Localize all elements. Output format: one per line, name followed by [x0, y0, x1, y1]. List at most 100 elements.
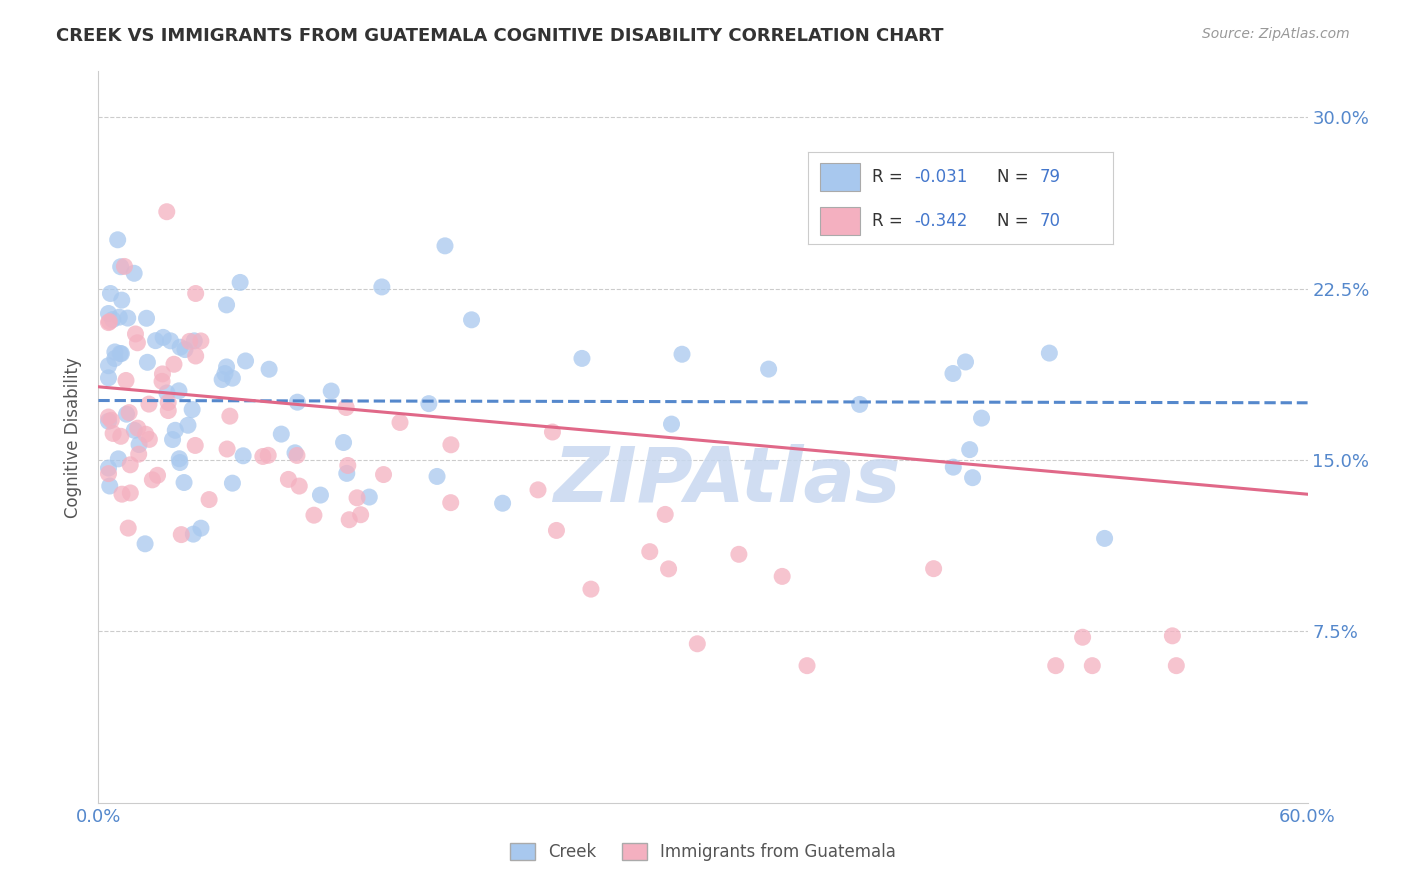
Point — [120, 458, 142, 472]
Point — [440, 438, 463, 452]
Point — [302, 508, 325, 523]
Point — [1038, 346, 1060, 360]
Point — [163, 357, 186, 371]
Point — [128, 447, 150, 461]
Point — [335, 401, 357, 415]
Point — [100, 286, 122, 301]
Point — [770, 569, 793, 583]
Point — [98, 314, 121, 328]
Point — [111, 293, 134, 307]
Point — [169, 340, 191, 354]
Point — [284, 446, 307, 460]
Point — [135, 427, 157, 442]
Point — [152, 367, 174, 381]
Point — [337, 513, 360, 527]
Point — [108, 310, 131, 325]
Point — [162, 433, 184, 447]
Point — [107, 451, 129, 466]
Point — [658, 562, 681, 576]
Point — [152, 330, 174, 344]
Point — [346, 491, 368, 505]
Point — [179, 334, 201, 349]
Point — [922, 562, 945, 576]
Point — [165, 423, 187, 437]
Text: ZIPAtlas: ZIPAtlas — [554, 444, 901, 518]
Point — [942, 460, 965, 475]
Point — [309, 488, 332, 502]
Legend: Creek, Immigrants from Guatemala: Creek, Immigrants from Guatemala — [503, 836, 903, 868]
Text: 70: 70 — [1039, 212, 1060, 230]
Point — [661, 417, 683, 431]
Point — [359, 490, 381, 504]
Text: CREEK VS IMMIGRANTS FROM GUATEMALA COGNITIVE DISABILITY CORRELATION CHART: CREEK VS IMMIGRANTS FROM GUATEMALA COGNI… — [56, 27, 943, 45]
Point — [232, 449, 254, 463]
Point — [184, 438, 207, 452]
Point — [134, 537, 156, 551]
Point — [100, 413, 122, 427]
Point — [270, 427, 292, 442]
Point — [758, 362, 780, 376]
Point — [541, 425, 564, 439]
Point — [190, 521, 212, 535]
Text: 79: 79 — [1039, 168, 1060, 186]
Point — [336, 458, 359, 473]
Text: -0.031: -0.031 — [914, 168, 967, 186]
Point — [373, 467, 395, 482]
Point — [571, 351, 593, 366]
Point — [173, 475, 195, 490]
Point — [638, 544, 661, 558]
Point — [114, 260, 136, 274]
Point — [181, 402, 204, 417]
Point — [97, 461, 120, 475]
Point — [122, 423, 145, 437]
Point — [321, 384, 343, 398]
Point — [388, 416, 411, 430]
Point — [117, 311, 139, 326]
Point — [1071, 630, 1094, 644]
Point — [97, 410, 120, 425]
Point — [169, 451, 191, 466]
Point — [101, 426, 124, 441]
Point — [107, 233, 129, 247]
Point — [336, 467, 359, 481]
Text: R =: R = — [872, 212, 908, 230]
Text: -0.342: -0.342 — [914, 212, 967, 230]
Point — [1094, 532, 1116, 546]
Point — [1081, 658, 1104, 673]
Point — [959, 442, 981, 457]
Point — [198, 492, 221, 507]
Point — [120, 486, 142, 500]
FancyBboxPatch shape — [820, 163, 859, 191]
Point — [350, 508, 373, 522]
Point — [211, 373, 233, 387]
Point — [117, 521, 139, 535]
Point — [728, 547, 751, 561]
Point — [98, 479, 121, 493]
Point — [1166, 658, 1188, 673]
Point — [128, 437, 150, 451]
Point — [141, 473, 163, 487]
Point — [159, 334, 181, 348]
Point — [215, 359, 238, 374]
FancyBboxPatch shape — [820, 207, 859, 235]
Point — [252, 450, 274, 464]
Text: N =: N = — [997, 168, 1033, 186]
Point — [150, 375, 173, 389]
Point — [257, 448, 280, 462]
Point — [157, 395, 180, 409]
Point — [257, 362, 280, 376]
Point — [124, 326, 146, 341]
Point — [138, 433, 160, 447]
Point — [184, 286, 207, 301]
Point — [184, 349, 207, 363]
Point — [111, 487, 134, 501]
Point — [546, 524, 568, 538]
Point — [104, 345, 127, 359]
Point — [426, 469, 449, 483]
Point — [156, 204, 179, 219]
Point — [686, 637, 709, 651]
Point — [418, 397, 440, 411]
Point — [97, 316, 120, 330]
Point — [174, 343, 197, 357]
Point — [170, 527, 193, 541]
